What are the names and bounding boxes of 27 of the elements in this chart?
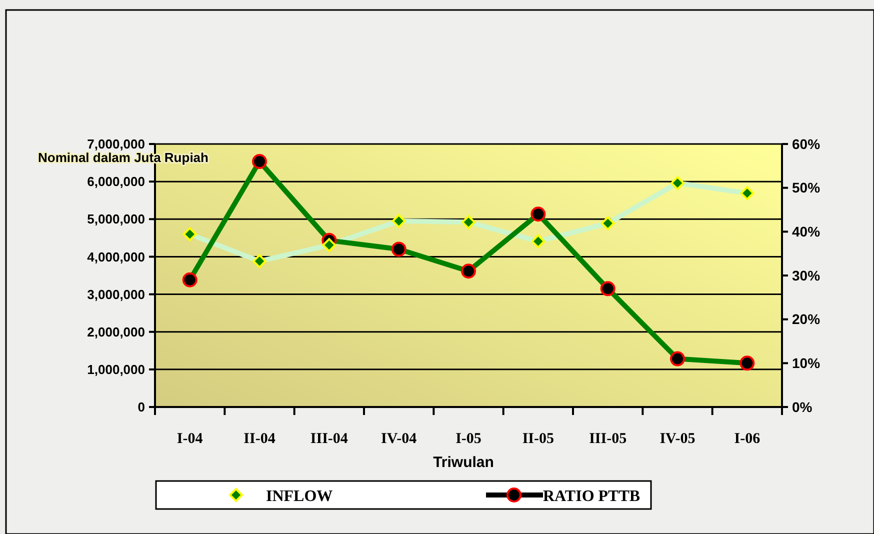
x-tick-label: I-05: [456, 431, 482, 447]
legend-label: RATIO PTTB: [543, 488, 640, 505]
y-tick-label: 5,000,000: [87, 212, 145, 227]
y2-tick-label: 40%: [792, 224, 821, 240]
y2-tick-label: 60%: [792, 136, 821, 152]
y-tick-label: 7,000,000: [87, 136, 145, 152]
legend-label: INFLOW: [266, 488, 333, 505]
x-tick-label: II-04: [244, 431, 276, 447]
x-tick-label: I-06: [734, 431, 761, 447]
y-tick-label: 0: [138, 400, 145, 415]
y2-tick-label: 30%: [792, 267, 821, 284]
y-tick-label: 3,000,000: [87, 286, 145, 302]
x-tick-label: I-04: [176, 431, 204, 447]
x-tick-label: II-05: [522, 431, 554, 447]
x-tick-label: IV-04: [381, 431, 418, 447]
x-axis-title: Triwulan: [433, 454, 494, 471]
y2-tick-label: 50%: [792, 180, 821, 196]
y-tick-label: 6,000,000: [87, 174, 145, 190]
y2-tick-label: 20%: [792, 311, 821, 328]
y2-tick-label: 10%: [792, 355, 821, 372]
y2-tick-label: 0%: [792, 398, 813, 415]
y-tick-label: 1,000,000: [87, 362, 145, 377]
y-tick-label: 4,000,000: [87, 249, 145, 264]
x-tick-label: IV-05: [660, 431, 696, 447]
x-tick-label: III-04: [310, 431, 348, 447]
x-tick-label: III-05: [589, 431, 627, 447]
y-tick-label: 2,000,000: [87, 324, 145, 340]
